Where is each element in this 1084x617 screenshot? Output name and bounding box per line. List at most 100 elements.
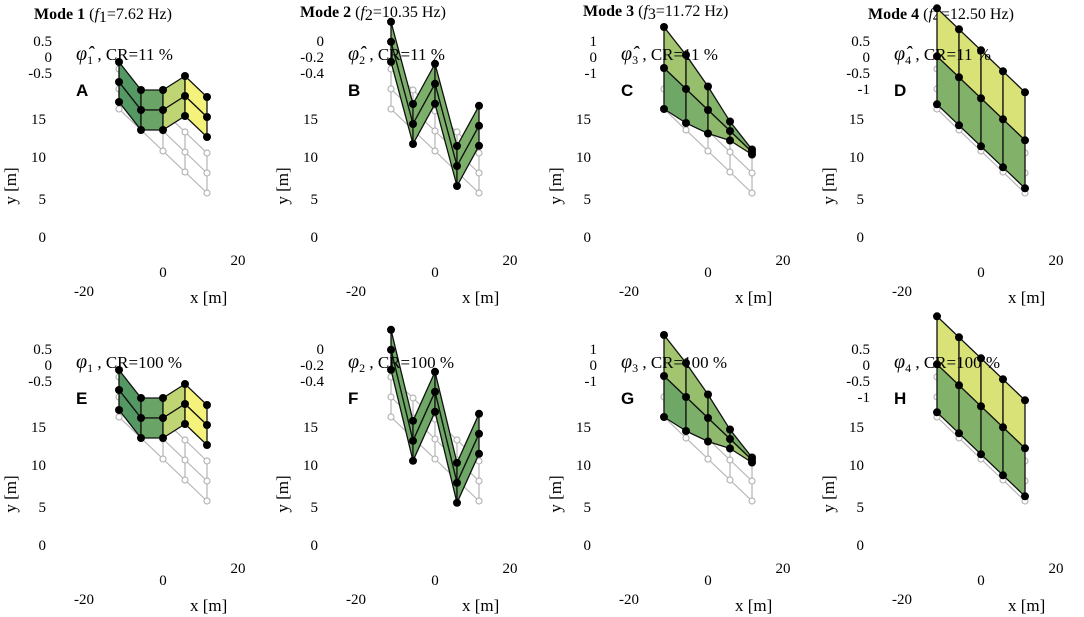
x-tick-label: -20 [619, 284, 639, 300]
surface-node [387, 37, 395, 46]
surface-node [999, 471, 1007, 480]
reference-node [704, 147, 712, 155]
x-tick-label: -20 [74, 592, 94, 608]
x-axis-label: x [m] [462, 596, 499, 615]
surface-node [977, 46, 985, 55]
z-tick-label: -0.5 [28, 374, 52, 390]
y-axis-label: y [m] [819, 167, 838, 204]
mode-surface [933, 312, 1029, 501]
panel-title: φ2 , CR=100 % [348, 351, 454, 375]
y-tick-label: 5 [39, 192, 47, 208]
x-tick-label: 0 [704, 265, 712, 281]
y-tick-label: 5 [584, 192, 592, 208]
surface-node [453, 142, 461, 150]
surface-node [704, 82, 712, 91]
x-tick-label: 20 [231, 253, 246, 269]
x-tick-label: -20 [346, 592, 366, 608]
surface-node [660, 105, 668, 113]
surface-node [453, 458, 461, 467]
surface-node [387, 57, 395, 66]
z-tick-label: 0.5 [851, 34, 870, 50]
reference-node [159, 455, 167, 463]
y-tick-label: 15 [31, 112, 46, 128]
panel-letter: F [348, 389, 358, 408]
panel-letter: D [894, 81, 906, 100]
surface-node [159, 394, 167, 402]
surface-node [431, 407, 439, 416]
surface-node [999, 67, 1007, 76]
y-tick-label: 0 [311, 538, 319, 554]
surface-node [1021, 88, 1029, 97]
surface-node [682, 359, 690, 367]
surface-node [977, 94, 985, 103]
surface-node [137, 414, 145, 422]
reference-node [453, 436, 461, 444]
surface-node [955, 429, 963, 438]
x-axis-label: x [m] [190, 596, 227, 615]
surface-node [409, 100, 417, 108]
x-tick-label: 0 [431, 573, 439, 589]
x-tick-label: 20 [1049, 561, 1064, 577]
y-tick-label: 0 [39, 230, 47, 246]
panel-title: φ̂4 , CR=11 % [894, 43, 991, 67]
surface-node [1021, 444, 1029, 453]
surface-node [181, 92, 189, 100]
mode-headers: Mode 1 (f1=7.62 Hz) Mode 2 (f2=10.35 Hz)… [34, 3, 1014, 26]
surface-node [704, 437, 712, 446]
reference-node [475, 189, 483, 197]
surface-node [431, 387, 439, 396]
surface-node [159, 126, 167, 134]
surface-patch [140, 109, 164, 131]
reference-node [409, 86, 417, 94]
y-axis-label: y [m] [1, 167, 20, 204]
surface-node [933, 100, 941, 109]
y-tick-label: 0 [584, 230, 592, 246]
z-tick-label: 0 [590, 50, 598, 66]
x-tick-label: -20 [892, 284, 912, 300]
surface-node [431, 99, 439, 108]
x-axis-label: x [m] [462, 288, 499, 307]
y-tick-label: 10 [576, 458, 591, 474]
reference-node [748, 497, 756, 505]
reference-node [475, 497, 483, 505]
reference-node [181, 476, 189, 484]
surface-node [1021, 396, 1029, 405]
y-tick-label: 0 [39, 538, 47, 554]
reference-node [409, 394, 417, 402]
surface-node [475, 121, 483, 130]
reference-node [181, 436, 189, 444]
y-tick-label: 15 [576, 112, 591, 128]
reference-node [203, 149, 211, 157]
surface-node [159, 106, 167, 114]
surface-node [159, 414, 167, 422]
surface-node [933, 408, 941, 417]
z-tick-label: -0.5 [28, 66, 52, 82]
surface-node [726, 435, 734, 443]
mode-surface [387, 17, 483, 190]
surface-node [1021, 184, 1029, 193]
surface-node [203, 401, 211, 409]
z-tick-label: -0.2 [300, 358, 324, 374]
surface-node [999, 115, 1007, 124]
reference-node [431, 455, 439, 463]
surface-node [704, 390, 712, 399]
surface-node [726, 425, 734, 434]
panel-title: φ̂3 , CR=11 % [621, 43, 718, 67]
panel-title: φ3 , CR=100 % [621, 351, 727, 375]
reference-node [431, 147, 439, 155]
surface-node [660, 372, 668, 380]
z-tick-label: 0 [45, 50, 53, 66]
y-tick-label: 0 [857, 538, 865, 554]
y-tick-label: 15 [303, 420, 318, 436]
y-tick-label: 10 [303, 458, 318, 474]
z-tick-label: 0.5 [33, 34, 52, 50]
y-tick-label: 0 [584, 538, 592, 554]
surface-node [203, 93, 211, 101]
reference-node [475, 149, 483, 157]
z-tick-label: 0 [45, 358, 53, 374]
surface-node [955, 25, 963, 34]
reference-node [704, 455, 712, 463]
